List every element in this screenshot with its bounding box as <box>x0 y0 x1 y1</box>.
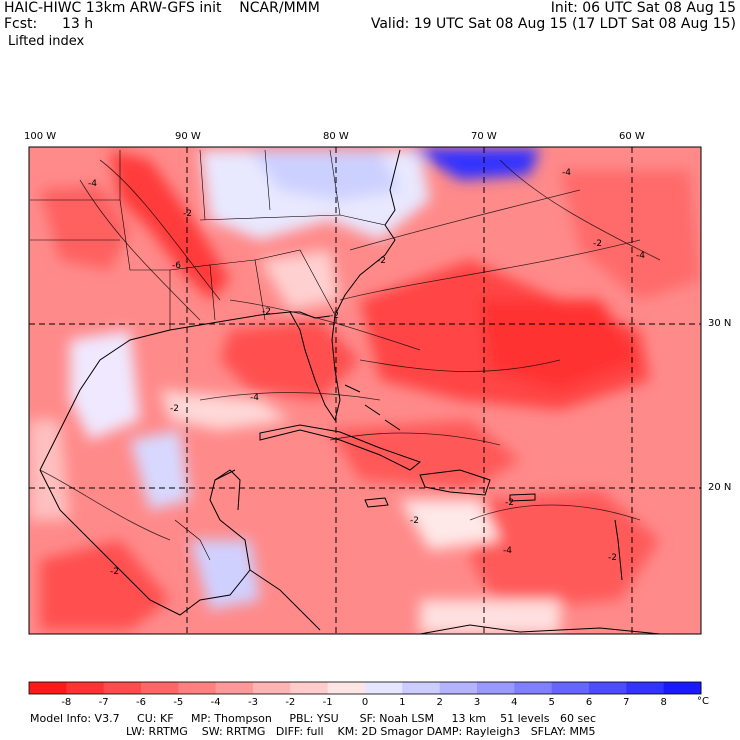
legend-color-swatch <box>253 682 291 694</box>
legend-tick-label: 4 <box>511 697 517 708</box>
legend-color-swatch <box>29 682 67 694</box>
model-info-line1: Model Info: V3.7 CU: KF MP: Thompson PBL… <box>30 712 596 725</box>
legend-color-swatch <box>328 682 366 694</box>
legend-color-swatch <box>141 682 179 694</box>
legend-color-swatch <box>178 682 216 694</box>
legend-tick-labels: -8 -7 -6 -5 -4 -3 -2 -1 0 1 2 3 4 5 6 7 8 <box>61 697 667 708</box>
legend-color-swatch <box>626 682 664 694</box>
legend-tick-label: 1 <box>399 697 405 708</box>
legend-tick-label: 6 <box>586 697 592 708</box>
legend-color-swatch <box>402 682 440 694</box>
legend-tick-label: -3 <box>248 697 258 708</box>
legend-color-swatch <box>104 682 142 694</box>
legend-tick-label: -8 <box>61 697 71 708</box>
legend-color-swatch <box>365 682 403 694</box>
legend-tick-label: 7 <box>623 697 629 708</box>
legend-tick-label: -2 <box>285 697 295 708</box>
legend-tick-label: 5 <box>548 697 554 708</box>
legend-tick-label: 3 <box>474 697 480 708</box>
legend-color-swatch <box>440 682 478 694</box>
legend-color-swatch <box>66 682 104 694</box>
legend-tick-label: -1 <box>323 697 333 708</box>
legend-color-swatch <box>477 682 515 694</box>
legend-color-swatch <box>664 682 702 694</box>
legend-color-swatch <box>216 682 254 694</box>
legend-unit: °C <box>697 696 709 707</box>
legend-tick-label: -6 <box>136 697 146 708</box>
legend-color-swatch <box>290 682 328 694</box>
legend-color-swatch <box>589 682 627 694</box>
legend-tick-label: 2 <box>436 697 442 708</box>
legend-color-swatch <box>514 682 552 694</box>
legend-color-swatch <box>552 682 590 694</box>
legend-colorbar <box>29 682 702 694</box>
legend-tick-label: -7 <box>99 697 109 708</box>
legend-tick-label: -4 <box>211 697 221 708</box>
legend-tick-label: 8 <box>660 697 666 708</box>
model-info-line2: LW: RRTMG SW: RRTMG DIFF: full KM: 2D Sm… <box>126 725 596 738</box>
legend-tick-label: 0 <box>362 697 368 708</box>
legend-tick-label: -5 <box>173 697 183 708</box>
